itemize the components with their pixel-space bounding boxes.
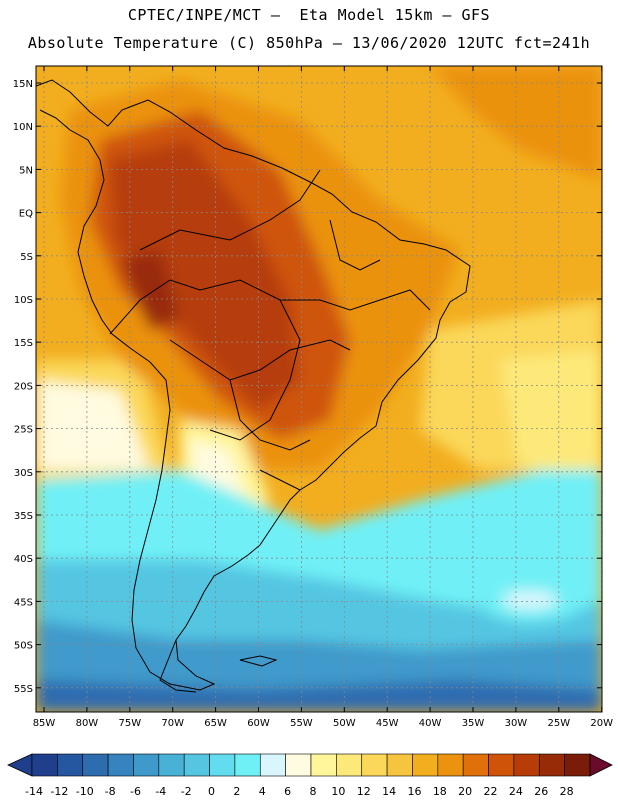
- colorbar-swatch: [412, 753, 439, 777]
- lat-label: 5N: [19, 165, 33, 176]
- temperature-field: [36, 66, 602, 712]
- lon-label: 60W: [247, 718, 270, 729]
- colorbar-label: -4: [155, 785, 166, 798]
- graticule: [36, 66, 602, 712]
- colorbar-label: 28: [560, 785, 574, 798]
- lon-label: 80W: [76, 718, 99, 729]
- lon-label: 40W: [419, 718, 442, 729]
- colorbar-label: -8: [105, 785, 116, 798]
- colorbar-swatch: [513, 753, 540, 777]
- lat-label: 10S: [14, 295, 33, 306]
- lat-label: 55S: [14, 684, 33, 695]
- colorbar-label: 16: [407, 785, 421, 798]
- colorbar-label: 22: [484, 785, 498, 798]
- colorbar-label: 6: [284, 785, 291, 798]
- lat-label: 25S: [14, 425, 33, 436]
- lon-label: 30W: [505, 718, 528, 729]
- lat-label: 45S: [14, 597, 33, 608]
- colorbar-swatch: [82, 753, 109, 777]
- lat-label: 35S: [14, 511, 33, 522]
- colorbar-arrow-low: [7, 753, 33, 777]
- lon-label: 85W: [33, 718, 56, 729]
- colorbar-swatch: [31, 753, 58, 777]
- colorbar-swatch: [437, 753, 464, 777]
- colorbar-label: 18: [433, 785, 447, 798]
- lat-label: 20S: [14, 381, 33, 392]
- lat-label: 40S: [14, 554, 33, 565]
- latitude-labels: 15N 10N 5N EQ 5S 10S 15S 20S 25S 30S 35S 40S 45S 50S 5…: [13, 79, 602, 695]
- colorbar-label: 2: [233, 785, 240, 798]
- colorbar-swatch: [285, 753, 312, 777]
- colorbar-label: -10: [76, 785, 94, 798]
- lat-label: 15N: [13, 79, 33, 90]
- colorbar-label: 0: [208, 785, 215, 798]
- colorbar-swatch: [336, 753, 363, 777]
- colorbar-swatch: [361, 753, 388, 777]
- lon-label: 70W: [161, 718, 184, 729]
- colorbar-label: -14: [25, 785, 43, 798]
- colorbar-swatch: [234, 753, 261, 777]
- colorbar-swatch: [133, 753, 160, 777]
- lon-label: 55W: [290, 718, 313, 729]
- lat-label: 5S: [20, 252, 33, 263]
- colorbar-label: 4: [259, 785, 266, 798]
- colorbar-label: -12: [50, 785, 68, 798]
- lon-label: 25W: [547, 718, 570, 729]
- coastline: [36, 79, 471, 693]
- colorbar-label: 26: [534, 785, 548, 798]
- colorbar-swatch: [462, 753, 489, 777]
- lat-label: 10N: [13, 122, 33, 133]
- lat-label: EQ: [19, 209, 33, 220]
- colorbar-arrow-high: [589, 753, 613, 777]
- colorbar: -14 -12 -10 -8 -6 -4 -2 0 2 4 6 8 10 12 14 16 18 20 22 24 26…: [7, 753, 613, 798]
- lon-label: 75W: [118, 718, 141, 729]
- colorbar-swatch: [488, 753, 515, 777]
- colorbar-label: 20: [458, 785, 472, 798]
- colorbar-swatch: [310, 753, 337, 777]
- colorbar-label: -6: [130, 785, 141, 798]
- colorbar-swatch: [259, 753, 286, 777]
- longitude-labels: 85W 80W 75W 70W 65W 60W 55W 50W 45W 40W 35W 30W 25W 2…: [33, 66, 613, 729]
- lat-label: 50S: [14, 641, 33, 652]
- colorbar-label: 12: [357, 785, 371, 798]
- colorbar-swatch: [183, 753, 210, 777]
- colorbar-swatch: [538, 753, 565, 777]
- lon-label: 65W: [204, 718, 227, 729]
- colorbar-label: 8: [310, 785, 317, 798]
- colorbar-swatch: [107, 753, 134, 777]
- lat-label: 15S: [14, 338, 33, 349]
- colorbar-swatch: [158, 753, 185, 777]
- colorbar-label: 14: [382, 785, 396, 798]
- map-title: CPTEC/INPE/MCT – Eta Model 15km – GFS: [127, 6, 491, 24]
- lat-label: 30S: [14, 468, 33, 479]
- colorbar-swatch: [564, 753, 591, 777]
- lon-label: 35W: [462, 718, 485, 729]
- colorbar-label: 10: [331, 785, 345, 798]
- colorbar-swatch: [209, 753, 236, 777]
- lon-label: 50W: [333, 718, 356, 729]
- colorbar-label: -2: [181, 785, 192, 798]
- lon-label: 20W: [590, 718, 613, 729]
- colorbar-label: 24: [509, 785, 523, 798]
- map-subtitle: Absolute Temperature (C) 850hPa – 13/06/…: [27, 34, 591, 52]
- colorbar-swatch: [386, 753, 413, 777]
- colorbar-swatch: [57, 753, 84, 777]
- map-frame: [35, 65, 603, 713]
- lon-label: 45W: [376, 718, 399, 729]
